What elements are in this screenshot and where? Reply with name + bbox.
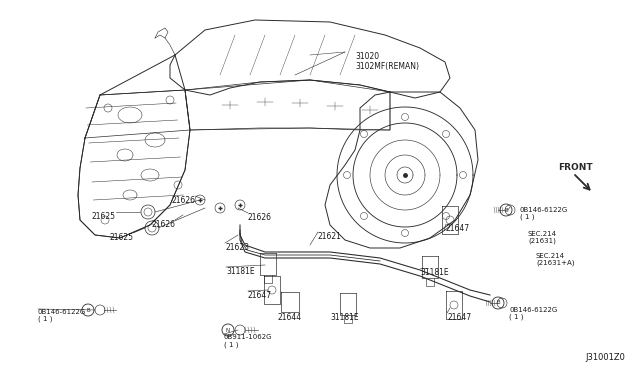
Text: N: N bbox=[226, 327, 230, 333]
Text: SEC.214
(21631+A): SEC.214 (21631+A) bbox=[536, 253, 575, 266]
Text: J31001Z0: J31001Z0 bbox=[585, 353, 625, 362]
Text: 0B146-6122G
( 1 ): 0B146-6122G ( 1 ) bbox=[38, 309, 86, 323]
Text: 31181E: 31181E bbox=[330, 313, 358, 322]
Text: 0B911-1062G
( 1 ): 0B911-1062G ( 1 ) bbox=[224, 334, 273, 347]
Text: 21626: 21626 bbox=[248, 213, 272, 222]
Text: FRONT: FRONT bbox=[557, 164, 592, 173]
Text: SEC.214
(21631): SEC.214 (21631) bbox=[528, 231, 557, 244]
Text: 0B146-6122G
( 1 ): 0B146-6122G ( 1 ) bbox=[520, 207, 568, 221]
Text: 21647: 21647 bbox=[447, 313, 471, 322]
Text: 21623: 21623 bbox=[225, 243, 249, 252]
Text: 21626: 21626 bbox=[171, 196, 195, 205]
Text: 21644: 21644 bbox=[277, 313, 301, 322]
Text: 0B146-6122G
( 1 ): 0B146-6122G ( 1 ) bbox=[509, 307, 557, 321]
Text: 21647: 21647 bbox=[446, 224, 470, 233]
Text: 21625: 21625 bbox=[109, 233, 133, 242]
Text: 21626: 21626 bbox=[151, 220, 175, 229]
Text: 21647: 21647 bbox=[248, 291, 272, 300]
Text: 21625: 21625 bbox=[92, 212, 116, 221]
Text: 31181E: 31181E bbox=[226, 267, 255, 276]
Text: 31181E: 31181E bbox=[420, 268, 449, 277]
Text: 31020
3102MF(REMAN): 31020 3102MF(REMAN) bbox=[355, 52, 419, 71]
Text: B: B bbox=[504, 208, 508, 212]
Text: B: B bbox=[86, 308, 90, 312]
Text: B: B bbox=[496, 301, 500, 305]
Text: 21621: 21621 bbox=[318, 232, 342, 241]
